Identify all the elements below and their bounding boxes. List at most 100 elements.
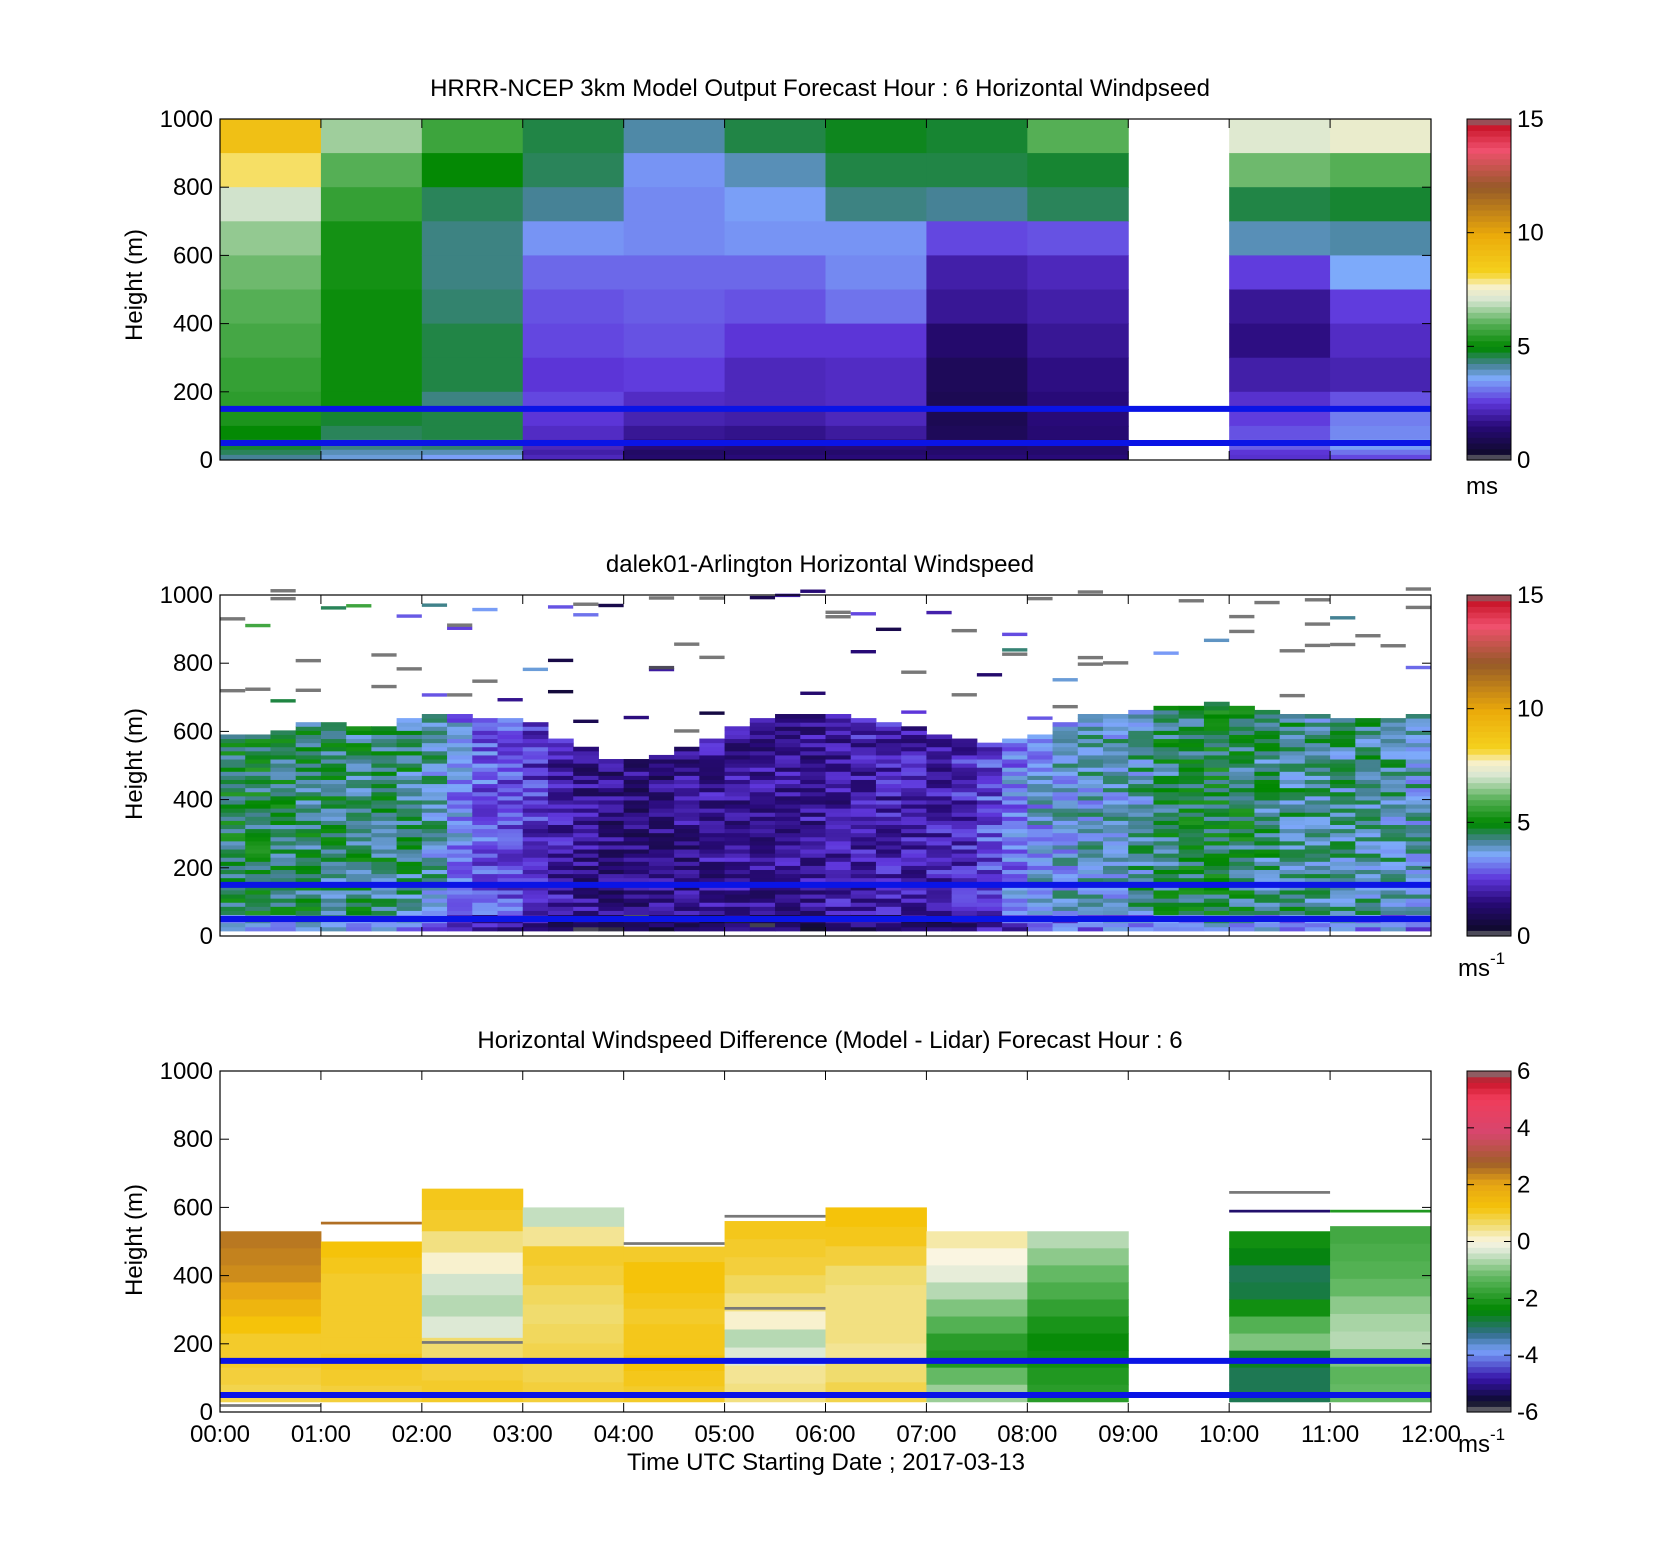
heatmap-cell <box>497 820 524 825</box>
heatmap-cell <box>1203 910 1230 916</box>
heatmap-cell <box>320 1305 423 1323</box>
heatmap-cell <box>1330 1331 1432 1350</box>
heatmap-cell <box>699 865 726 871</box>
heatmap-cell <box>901 750 927 756</box>
colorbar-swatch <box>1467 1150 1511 1157</box>
heatmap-cell <box>346 604 372 608</box>
heatmap-cell <box>775 754 801 760</box>
heatmap-cell <box>1380 808 1407 813</box>
heatmap-cell <box>674 763 700 768</box>
heatmap-cell <box>875 902 902 907</box>
heatmap-cell <box>220 889 246 895</box>
heatmap-cell <box>623 408 726 427</box>
heatmap-cell <box>1229 726 1255 731</box>
colorbar-swatch <box>1467 765 1511 772</box>
heatmap-cell <box>699 857 726 862</box>
heatmap-cell <box>447 759 473 764</box>
heatmap-cell <box>497 836 524 842</box>
heatmap-cell <box>1203 738 1230 744</box>
heatmap-cell <box>1405 746 1432 752</box>
heatmap-cell <box>472 820 499 825</box>
colorbar-swatch <box>1467 181 1511 188</box>
heatmap-cell <box>875 742 902 748</box>
heatmap-cell <box>1254 746 1281 752</box>
colorbar-swatch <box>1467 1167 1511 1174</box>
heatmap-cell <box>447 894 473 899</box>
heatmap-cell <box>1304 783 1331 789</box>
heatmap-cell <box>497 853 524 858</box>
heatmap-cell <box>320 119 423 154</box>
colorbar-units: ms-1 <box>1458 949 1505 982</box>
heatmap-cell <box>1178 844 1205 850</box>
heatmap-cell <box>1128 832 1154 838</box>
heatmap-cell <box>1330 750 1356 756</box>
heatmap-cell <box>1052 894 1079 899</box>
heatmap-cell <box>547 889 574 895</box>
heatmap-cell <box>901 816 927 821</box>
heatmap-cell <box>598 836 625 842</box>
colorbar-swatch <box>1467 816 1511 823</box>
colorbar-swatch <box>1467 238 1511 245</box>
heatmap-cell <box>1279 877 1306 883</box>
heatmap-cell <box>1077 853 1104 858</box>
heatmap-cell <box>371 734 398 740</box>
heatmap-cell <box>1304 902 1331 907</box>
heatmap-cell <box>1254 926 1281 932</box>
heatmap-cell <box>1229 898 1255 903</box>
heatmap-cell <box>699 711 725 715</box>
heatmap-cell <box>648 902 675 907</box>
heatmap-cell <box>421 693 448 697</box>
colorbar-swatch <box>1467 600 1511 607</box>
heatmap-cell <box>1103 799 1129 805</box>
heatmap-cell <box>1330 816 1356 821</box>
heatmap-cell <box>1330 906 1356 911</box>
heatmap-cell <box>1178 857 1205 862</box>
heatmap-cell <box>1330 742 1356 748</box>
colorbar-swatch <box>1467 329 1511 336</box>
heatmap-cell <box>1304 808 1331 813</box>
heatmap-cell <box>1077 873 1104 879</box>
heatmap-cell <box>875 910 902 916</box>
heatmap-cell <box>320 877 347 883</box>
heatmap-cell <box>901 922 927 928</box>
colorbar-swatch <box>1467 130 1511 137</box>
heatmap-cell <box>472 844 499 850</box>
colorbar-swatch <box>1467 192 1511 200</box>
heatmap-cell <box>1279 714 1306 719</box>
heatmap-cell <box>825 922 852 928</box>
heatmap-cell <box>547 922 574 928</box>
heatmap-cell <box>1002 865 1028 871</box>
heatmap-cell <box>1052 730 1079 735</box>
heatmap-cell <box>976 910 1003 916</box>
heatmap-cell <box>1128 849 1154 854</box>
heatmap-cell <box>850 873 877 879</box>
heatmap-cell <box>926 844 953 850</box>
reference-lines <box>220 881 1431 922</box>
heatmap-cell <box>1279 649 1305 653</box>
heatmap-cell <box>800 779 826 785</box>
heatmap-cell <box>1203 877 1230 883</box>
heatmap-cell <box>447 795 473 801</box>
heatmap-cell <box>447 885 473 891</box>
heatmap-cell <box>220 759 246 764</box>
heatmap-cell <box>346 926 372 932</box>
heatmap-cell <box>976 824 1003 830</box>
heatmap-cell <box>1355 767 1382 772</box>
heatmap-cell <box>850 767 877 772</box>
heatmap-cell <box>220 910 246 916</box>
heatmap-cell <box>1380 812 1407 817</box>
colorbar-swatch <box>1467 782 1511 789</box>
heatmap-cell <box>800 824 826 830</box>
heatmap-cell <box>724 408 826 427</box>
heatmap-cell <box>1229 849 1255 854</box>
heatmap-cell <box>1229 1265 1331 1283</box>
heatmap-cell <box>1103 734 1129 740</box>
colorbar-swatch <box>1467 793 1511 801</box>
heatmap-cell <box>598 799 625 805</box>
heatmap-cell <box>1304 828 1331 834</box>
heatmap-cell <box>1304 787 1331 793</box>
heatmap-cell <box>320 791 347 797</box>
heatmap-cell <box>1002 906 1028 911</box>
heatmap-cell <box>1304 885 1331 891</box>
heatmap-cell <box>825 718 852 723</box>
